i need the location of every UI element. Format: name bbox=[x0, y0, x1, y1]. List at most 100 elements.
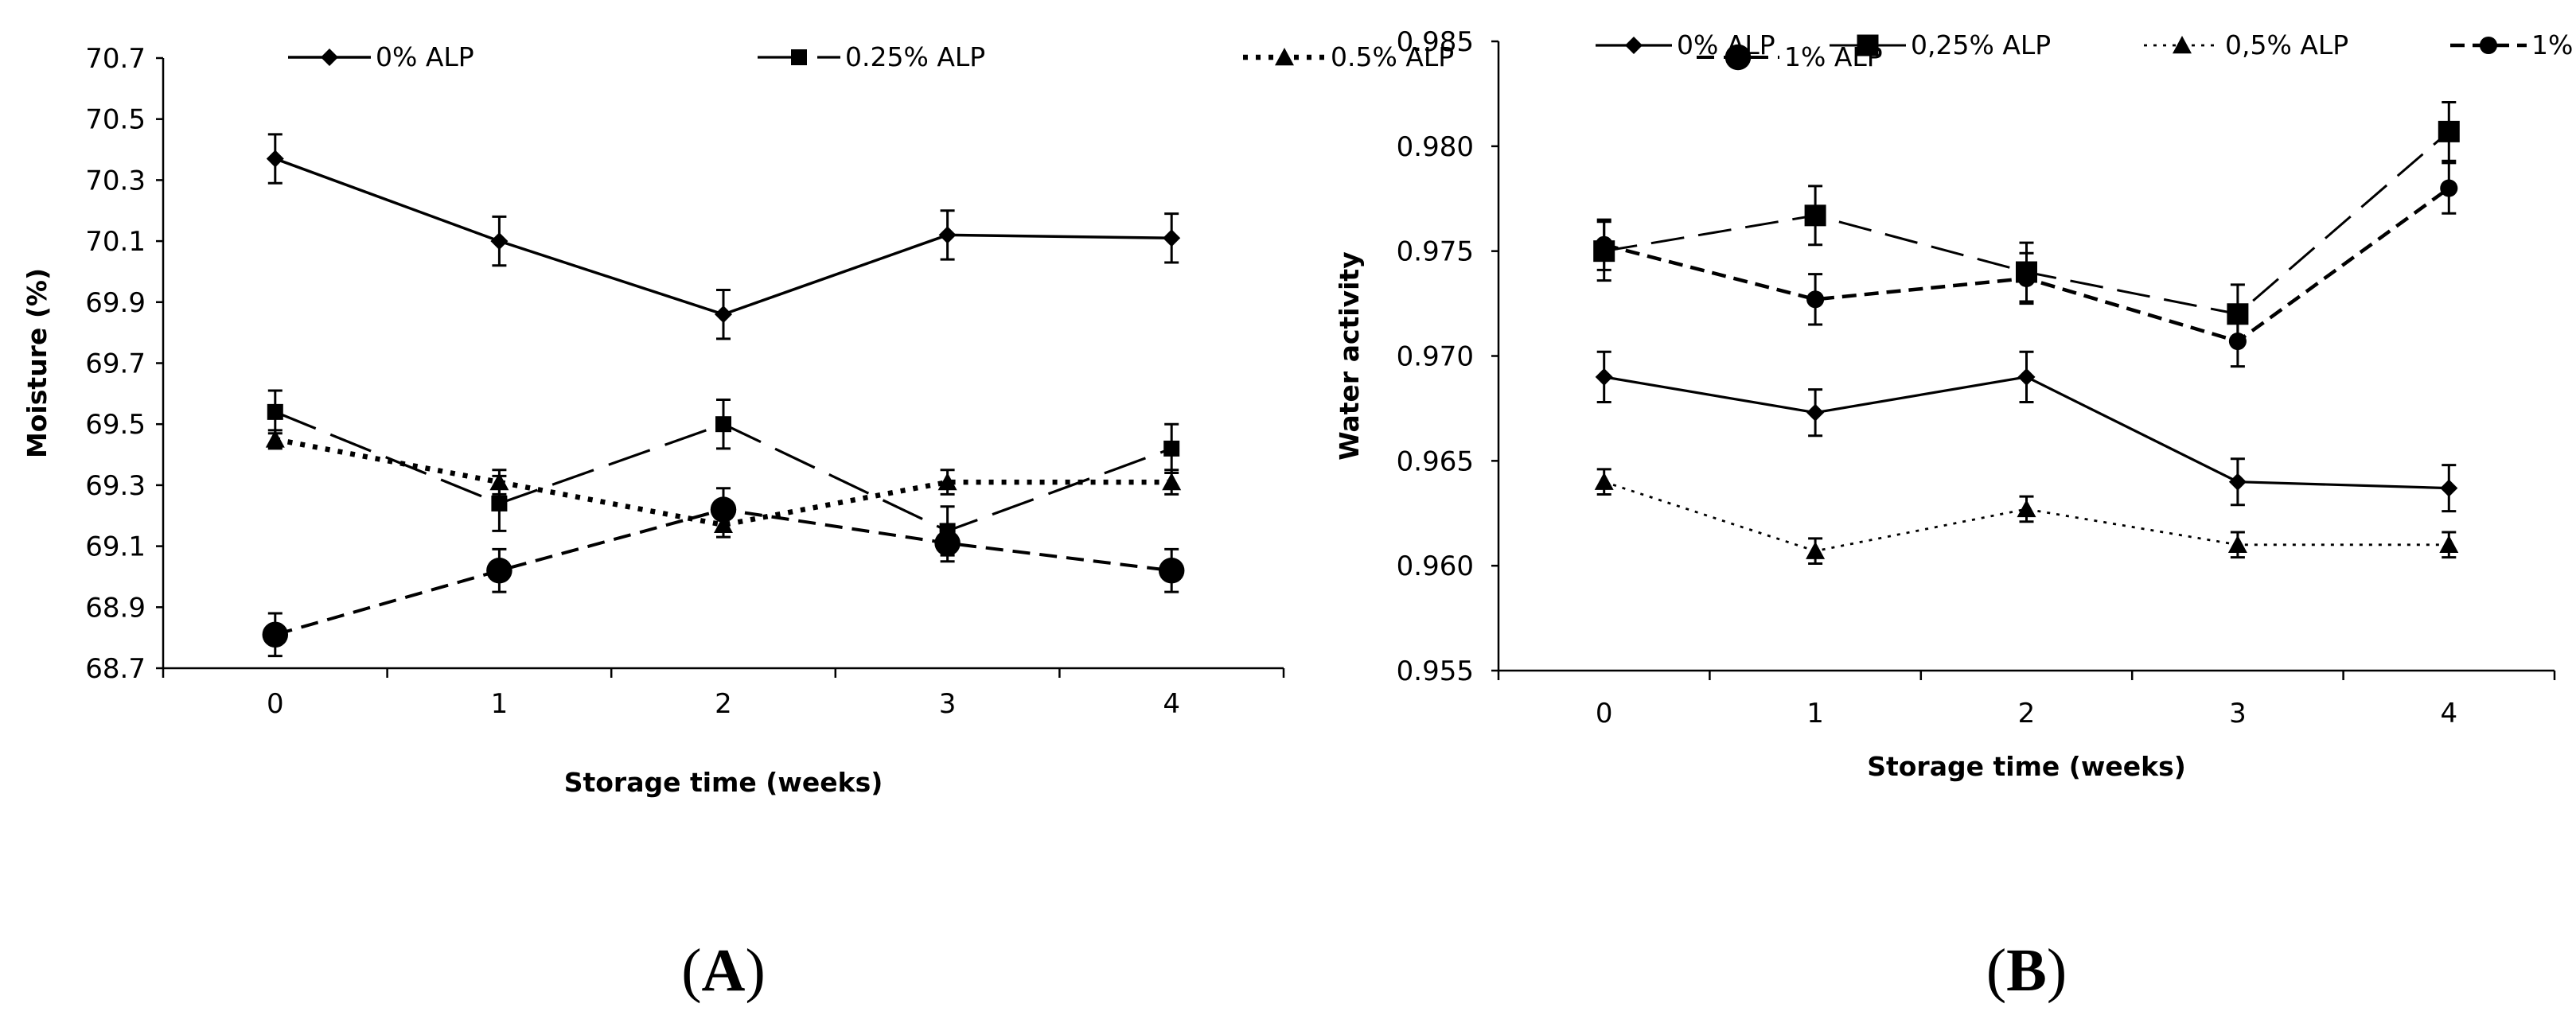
y-axis-title: Water activity bbox=[1334, 251, 1365, 460]
y-tick-label: 68.9 bbox=[85, 592, 146, 624]
x-tick-label: 0 bbox=[267, 688, 284, 720]
data-point bbox=[2438, 120, 2460, 142]
y-tick-label: 69.3 bbox=[85, 470, 146, 502]
legend-swatch-marker bbox=[1857, 34, 1879, 56]
x-tick-label: 2 bbox=[715, 688, 732, 720]
legend-label: 0,5% ALP bbox=[2225, 29, 2348, 60]
legend-label: 0% ALP bbox=[376, 41, 474, 72]
data-point bbox=[1594, 472, 1614, 490]
legend-label: 0.25% ALP bbox=[845, 41, 985, 72]
x-axis-title: Storage time (weeks) bbox=[1867, 751, 2186, 782]
data-point bbox=[486, 558, 512, 584]
legend-swatch-marker bbox=[1625, 37, 1643, 54]
data-point bbox=[2017, 269, 2036, 287]
legend-swatch-marker bbox=[321, 49, 338, 66]
y-tick-label: 0.965 bbox=[1397, 445, 1474, 477]
series-3 bbox=[1594, 468, 2459, 566]
y-tick-label: 0.975 bbox=[1397, 236, 1474, 268]
y-tick-label: 0.960 bbox=[1397, 550, 1474, 582]
series-1 bbox=[1595, 350, 2458, 513]
data-point bbox=[491, 495, 508, 511]
data-point bbox=[715, 416, 731, 433]
data-point bbox=[710, 496, 737, 523]
legend-swatch-marker bbox=[2173, 36, 2192, 54]
y-tick-label: 70.3 bbox=[85, 165, 146, 196]
data-point bbox=[1158, 558, 1185, 584]
x-tick-label: 1 bbox=[491, 688, 509, 720]
panel-label-letter: A bbox=[702, 937, 746, 1004]
data-point bbox=[1595, 368, 1613, 386]
x-tick-label: 2 bbox=[2018, 698, 2036, 729]
legend-item: 0% ALP bbox=[1596, 29, 1775, 60]
chart-panel-b: 0.955 0.960 0.965 0.970 0.975 0.980 0.985 0 1 2 3 4… bbox=[1334, 26, 2576, 1004]
data-point bbox=[937, 473, 957, 491]
legend-item: 0,5% ALP bbox=[2144, 29, 2348, 60]
legend-label: 0% ALP bbox=[1677, 29, 1775, 60]
series-4 bbox=[1595, 161, 2458, 368]
legend: 0% ALP 0,25% ALP 0,5% ALP 1% ALP bbox=[1596, 29, 2576, 60]
legend-item: 0.5% ALP bbox=[1243, 41, 1454, 72]
y-axis-title: Moisture (%) bbox=[21, 268, 53, 458]
data-point bbox=[266, 150, 284, 168]
x-tick-label: 3 bbox=[2229, 698, 2247, 729]
x-tick-label: 0 bbox=[1596, 698, 1613, 729]
y-tick-label: 68.7 bbox=[85, 653, 146, 685]
data-point bbox=[715, 305, 732, 324]
x-tick-label: 3 bbox=[939, 688, 957, 720]
data-point bbox=[2228, 332, 2247, 351]
legend-label: 1% ALP bbox=[2531, 29, 2576, 60]
legend-swatch-marker bbox=[2479, 36, 2498, 55]
y-tick-label: 0.980 bbox=[1397, 131, 1474, 163]
data-point bbox=[2440, 479, 2458, 497]
y-tick-label: 70.1 bbox=[85, 226, 146, 258]
data-point bbox=[1595, 235, 1613, 254]
legend-swatch-marker bbox=[1275, 48, 1294, 66]
legend: 0% ALP 0.25% ALP 0.5% ALP 1% ALP bbox=[288, 41, 1883, 72]
data-point bbox=[1806, 290, 1825, 309]
y-tick-label: 69.9 bbox=[85, 287, 146, 319]
panel-label: (B) bbox=[1986, 937, 2067, 1004]
panel-label-close: ) bbox=[745, 937, 765, 1004]
data-point bbox=[1163, 229, 1181, 247]
y-tick-label: 70.7 bbox=[85, 43, 146, 75]
legend-item: 0% ALP bbox=[288, 41, 474, 72]
legend-label: 0,25% ALP bbox=[1911, 29, 2051, 60]
series-2 bbox=[1593, 100, 2460, 345]
data-point bbox=[1163, 440, 1180, 457]
data-point bbox=[489, 473, 509, 491]
y-tick-label: 69.1 bbox=[85, 531, 146, 563]
data-point bbox=[2440, 179, 2458, 197]
legend-swatch-marker bbox=[791, 49, 807, 65]
data-point bbox=[265, 430, 285, 448]
chart-panel-a: 68.7 68.9 69.1 69.3 69.5 69.7 69.9 70.1 70.3 70.5… bbox=[21, 41, 1883, 1004]
data-point bbox=[2439, 535, 2459, 553]
data-point bbox=[267, 403, 283, 420]
y-tick-label: 0.955 bbox=[1397, 655, 1474, 687]
data-point bbox=[938, 226, 957, 244]
legend-item: 0.25% ALP bbox=[758, 41, 985, 72]
legend-item: 0,25% ALP bbox=[1830, 29, 2051, 60]
series-1 bbox=[266, 133, 1181, 340]
legend-item: 1% ALP bbox=[2450, 29, 2576, 60]
data-point bbox=[1806, 403, 1825, 422]
data-point bbox=[2017, 499, 2036, 518]
data-point bbox=[2228, 473, 2247, 491]
x-tick-label: 4 bbox=[1163, 688, 1180, 720]
data-point bbox=[1162, 473, 1182, 491]
data-point bbox=[490, 232, 509, 251]
y-tick-label: 70.5 bbox=[85, 104, 146, 136]
data-point bbox=[2227, 535, 2247, 553]
x-axis-title: Storage time (weeks) bbox=[564, 767, 883, 798]
panel-label-open: ( bbox=[681, 937, 701, 1004]
panel-label: (A) bbox=[681, 937, 766, 1004]
data-point bbox=[2017, 368, 2036, 386]
y-tick-label: 69.5 bbox=[85, 409, 146, 441]
panel-label-open: ( bbox=[1986, 937, 2006, 1004]
data-point bbox=[1804, 204, 1826, 227]
data-point bbox=[1806, 541, 1826, 559]
y-tick-label: 69.7 bbox=[85, 348, 146, 380]
legend-label: 0.5% ALP bbox=[1331, 41, 1454, 72]
data-point bbox=[934, 530, 961, 557]
panel-label-close: ) bbox=[2047, 937, 2067, 1004]
